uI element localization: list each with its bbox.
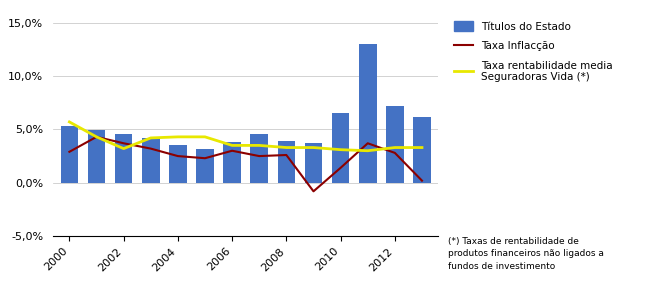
Bar [386, 106, 404, 183]
Bar [115, 134, 132, 183]
Bar [142, 138, 159, 183]
Bar [332, 113, 349, 183]
Text: (*) Taxas de rentabilidade de
produtos financeiros não ligados a
fundos de inves: (*) Taxas de rentabilidade de produtos f… [448, 237, 604, 271]
Bar [305, 143, 322, 183]
Bar [88, 130, 106, 183]
Bar [196, 149, 214, 183]
Bar [278, 141, 295, 183]
Bar [359, 44, 376, 183]
Bar [413, 117, 431, 183]
Bar [60, 126, 78, 183]
Bar [223, 142, 241, 183]
Bar [169, 145, 187, 183]
Bar [250, 134, 268, 183]
Legend: Títulos do Estado, Taxa Inflacção, Taxa rentabilidade media
Seguradoras Vida (*): Títulos do Estado, Taxa Inflacção, Taxa … [450, 17, 617, 86]
